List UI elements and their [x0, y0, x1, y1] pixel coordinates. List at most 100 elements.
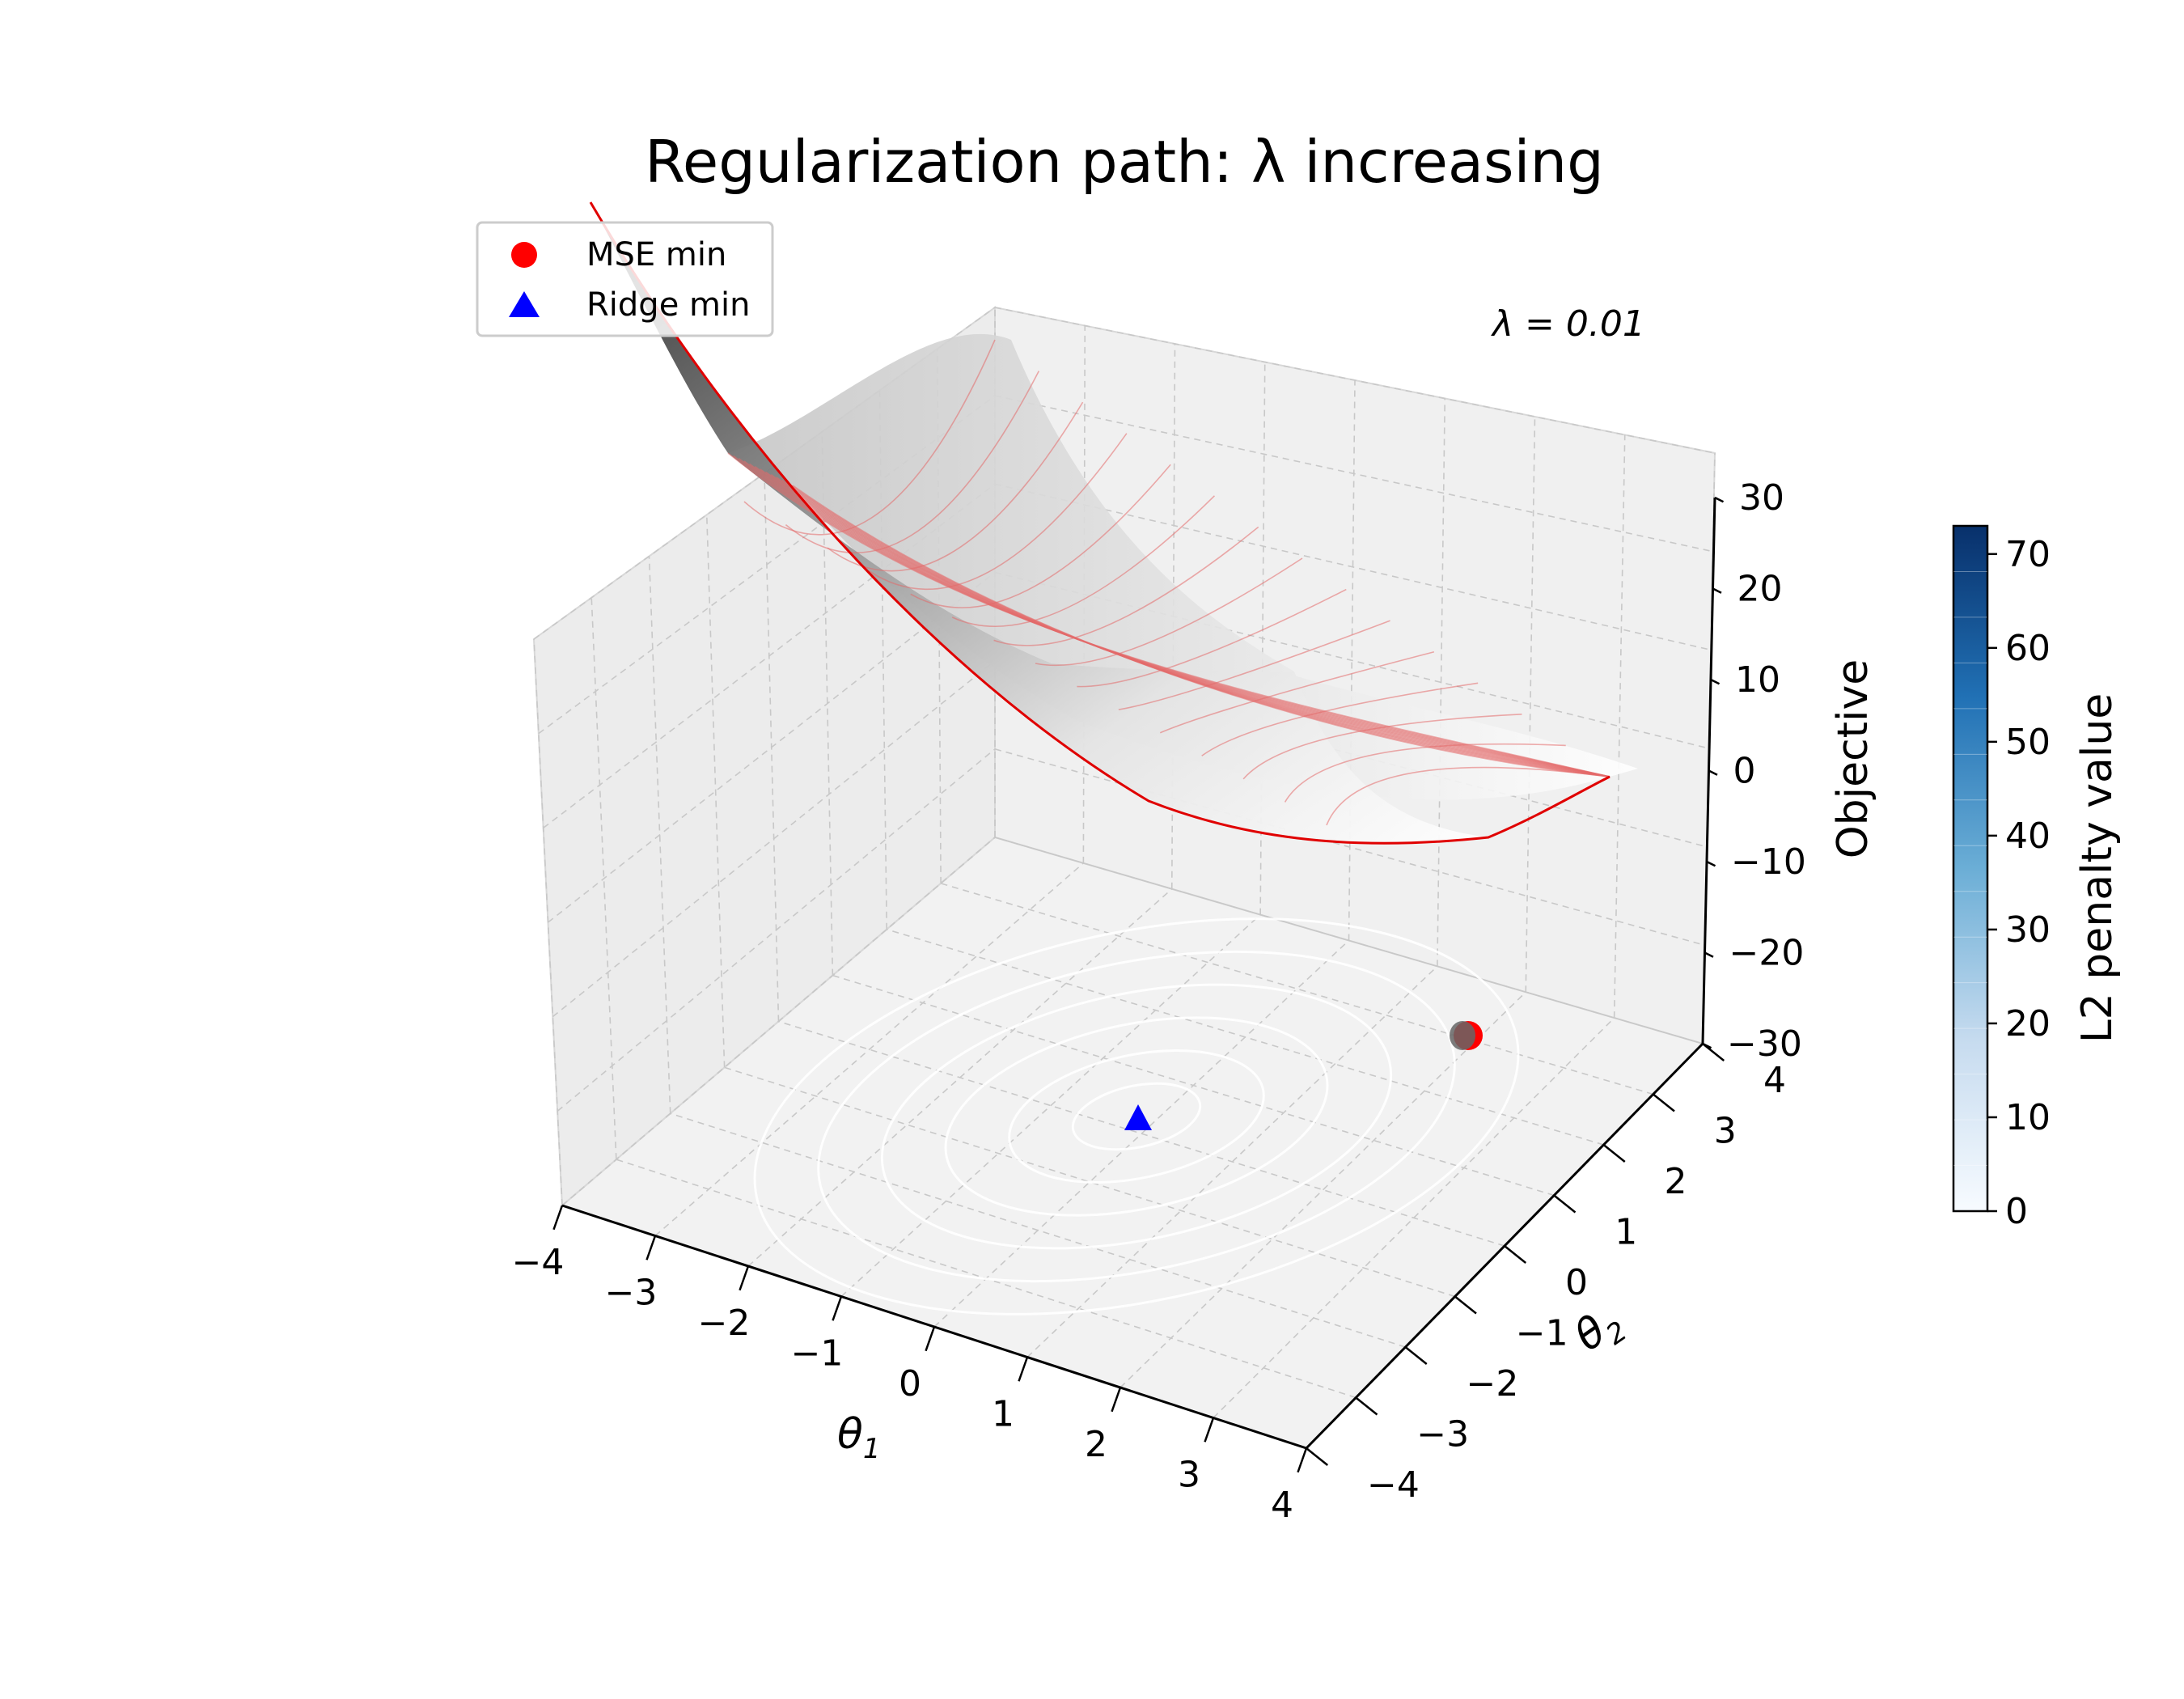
rightpane-gridline [1437, 398, 1446, 967]
rightpane-gridline-z [994, 483, 1712, 651]
legend-ridge-label: Ridge min [586, 286, 750, 324]
surface-front-sheet [590, 202, 1488, 844]
leftpane-gridline-z [561, 837, 996, 1206]
x-axis-tick-mark [645, 1235, 657, 1260]
y-axis-tick-mark [1652, 1093, 1675, 1112]
y-axis-tick-mark [1553, 1194, 1577, 1214]
y-axis-tick-label: −1 [1516, 1313, 1568, 1354]
rightpane-gridline [1525, 416, 1536, 993]
x-axis-tick-mark [832, 1296, 843, 1321]
x-axis-tick-label: −1 [791, 1333, 844, 1375]
colorbar-gradient [1952, 524, 1989, 1213]
wireframe-line [868, 433, 1128, 591]
z-axis-tick-label: −10 [1731, 841, 1806, 883]
objective-surface [589, 201, 1638, 845]
rightpane-gridline-z [994, 571, 1709, 749]
y-axis-tick-label: −2 [1467, 1363, 1519, 1405]
x-axis-tick-mark [925, 1326, 936, 1352]
legend: MSE min Ridge min [476, 221, 774, 337]
floor-gridline-y [887, 928, 1604, 1146]
x-axis-tick-mark [1204, 1417, 1215, 1443]
surface-wireframe [727, 339, 1610, 826]
y-axis-tick-label: −3 [1416, 1414, 1469, 1455]
y-axis-tick-label: 3 [1714, 1111, 1737, 1152]
floor-contour [753, 917, 1520, 1316]
colorbar: 0 10 20 30 40 50 60 70 L2 penalty value [1952, 524, 2122, 1232]
x-axis-tick-mark [1111, 1387, 1122, 1413]
x-axis-tick-mark [552, 1205, 564, 1231]
wireframe-line [1035, 557, 1303, 667]
z-axis-tick-mark [1710, 678, 1721, 685]
floor-gridline-x [654, 862, 1084, 1237]
colorbar-ticks: 0 10 20 30 40 50 60 70 [1987, 534, 2051, 1232]
z-axis-tick-mark [1706, 860, 1716, 867]
lambda-annotation: λ = 0.01 [1491, 303, 1645, 345]
y-axis-label: θ2 [1566, 1296, 1633, 1366]
y-axis-tick-label: −4 [1367, 1464, 1420, 1506]
wireframe-line [743, 339, 996, 536]
ridge-min-marker [1124, 1104, 1152, 1130]
leftpane-gridline-z [548, 571, 996, 923]
leftpane-gridline-z [543, 483, 996, 828]
x-axis-tick-label: 2 [1085, 1424, 1107, 1465]
wireframe-line [792, 485, 1610, 777]
x-axis-tick-label: 1 [992, 1394, 1014, 1435]
wireframe-line [827, 401, 1084, 572]
wireframe-line [993, 526, 1259, 646]
rightpane-gridline-z [994, 837, 1704, 1044]
z-axis-tick-mark [1712, 587, 1722, 594]
y-axis-tick-mark [1454, 1295, 1477, 1315]
rightpane-gridline-z [994, 748, 1705, 947]
wireframe-line [1242, 714, 1522, 780]
colorbar-tick-label: 0 [2005, 1191, 2028, 1232]
x-axis-tick-label: 4 [1271, 1485, 1293, 1526]
floor-contour [1008, 1049, 1265, 1184]
legend-mse-label: MSE min [586, 236, 726, 273]
y-axis-tick-mark [1404, 1346, 1428, 1365]
leftpane-gridline-z [538, 395, 996, 735]
floor-gridline-x [1213, 1017, 1615, 1419]
z-axis-tick-label: 30 [1739, 477, 1784, 519]
legend-frame [476, 221, 774, 337]
colorbar-tick-label: 10 [2005, 1097, 2051, 1138]
wireframe-line [1118, 620, 1390, 710]
y-axis-tick-label: 1 [1615, 1212, 1637, 1253]
z-axis-tick-label: −20 [1729, 933, 1805, 974]
y-axis-tick-label: 0 [1565, 1262, 1588, 1303]
z-axis-tick-mark [1704, 951, 1714, 958]
y-axis-tick-mark [1602, 1144, 1626, 1163]
x-axis-tick-label: −4 [512, 1242, 565, 1283]
colorbar-tick-label: 20 [2005, 1003, 2051, 1044]
floor-contour [880, 983, 1393, 1250]
colorbar-bands [1953, 570, 1987, 1167]
leftpane-gridline-z [552, 660, 996, 1018]
colorbar-tick-label: 40 [2005, 816, 2051, 857]
colorbar-tick-label: 50 [2005, 722, 2051, 763]
x-axis-tick-mark [739, 1265, 750, 1291]
wireframe-line [785, 371, 1040, 553]
floor-gridline-x [840, 914, 1261, 1298]
floor-gridline-y [832, 974, 1555, 1197]
surface-front-edge [589, 201, 1610, 845]
colorbar-tick-label: 60 [2005, 628, 2051, 669]
y-axis-tick-label: 4 [1763, 1060, 1786, 1101]
floor-contours [753, 917, 1520, 1316]
legend-ridge-marker [509, 291, 540, 317]
z-axis-tick-label: 20 [1737, 569, 1783, 610]
wireframe-line [1077, 588, 1347, 688]
y-axis-tick-mark [1504, 1245, 1527, 1264]
x-axis-tick-label: 0 [899, 1363, 921, 1405]
z-axis-tick-mark [1714, 496, 1725, 503]
floor-contour [944, 1016, 1329, 1217]
z-axis-tick-mark [1702, 1042, 1712, 1049]
x-axis-tick-label: −2 [698, 1303, 751, 1344]
wireframe-line [910, 464, 1171, 608]
y-axis-tick-mark [1306, 1447, 1329, 1466]
floor-gridline-x [1120, 991, 1526, 1388]
back-panes [532, 306, 1716, 1450]
wireframe-line [1284, 743, 1566, 803]
floor-gridline-y [778, 1020, 1505, 1247]
leftpane-gridline-z [557, 748, 996, 1112]
